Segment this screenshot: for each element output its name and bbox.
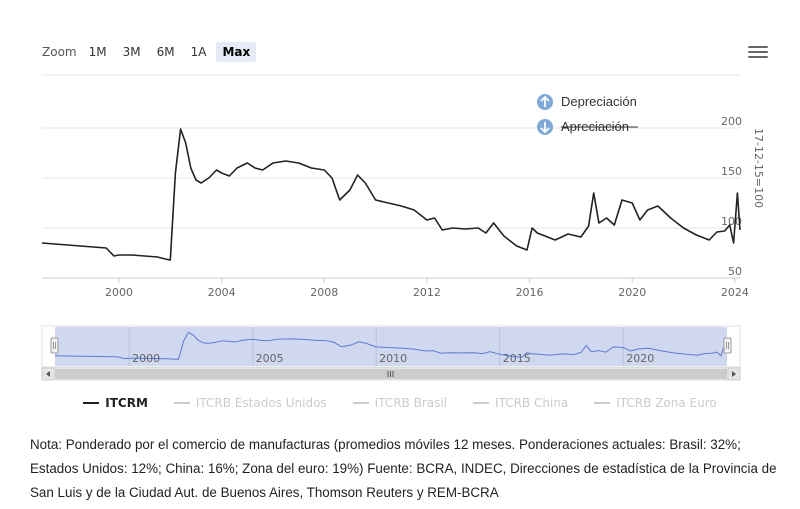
legend-item-itcrb-brasil[interactable]: ITCRB Brasil	[352, 396, 448, 410]
navigator-label: 2020	[626, 352, 654, 365]
zoom-1a-button[interactable]: 1A	[190, 45, 207, 59]
navigator-label: 2005	[256, 352, 284, 365]
x-axis: 2000 2004 2008 2012 2016 2020 2024	[42, 277, 749, 299]
footnote: Nota: Ponderado por el comercio de manuf…	[30, 437, 777, 500]
scrollbar-grip-icon	[387, 371, 394, 377]
navigator-right-handle[interactable]	[723, 337, 732, 354]
arrow-down-glyph	[540, 122, 550, 134]
x-tick-label: 2020	[618, 286, 646, 299]
annotation-depreciacion-label: Depreciación	[561, 94, 637, 109]
x-tick-label: 2000	[105, 286, 133, 299]
series-line-itcrm[interactable]	[41, 128, 741, 261]
x-tick-label: 2024	[721, 286, 749, 299]
legend: ITCRM ITCRB Estados Unidos ITCRB Brasil …	[0, 396, 800, 410]
navigator-left-handle[interactable]	[50, 337, 59, 354]
y-tick-label: 100	[721, 215, 742, 228]
legend-label: ITCRB Estados Unidos	[195, 396, 327, 410]
legend-item-itcrb-zona-euro[interactable]: ITCRB Zona Euro	[594, 396, 717, 410]
x-tick-label: 2012	[413, 286, 441, 299]
legend-item-itcrb-china[interactable]: ITCRB China	[473, 396, 568, 410]
y-tick-label: 50	[728, 265, 742, 278]
zoom-label: Zoom	[42, 45, 77, 59]
legend-label: ITCRB Brasil	[374, 396, 448, 410]
navigator-label: 2010	[379, 352, 407, 365]
chevron-right-icon	[732, 371, 736, 377]
legend-swatch	[352, 402, 369, 404]
annotation-depreciacion: Depreciación	[537, 94, 637, 110]
legend-swatch	[173, 402, 190, 404]
navigator[interactable]: 2000 2005 2010 2015 2020	[41, 325, 741, 368]
legend-swatch	[83, 402, 100, 404]
y-tick-label: 200	[721, 115, 742, 128]
navigator-label: 2015	[503, 352, 531, 365]
zoom-max-button[interactable]: Max	[216, 42, 257, 62]
legend-item-itcrm[interactable]: ITCRM	[83, 396, 148, 410]
zoom-selector: Zoom 1M 3M 6M 1A Max	[42, 41, 260, 63]
legend-label: ITCRM	[105, 396, 148, 410]
y-axis-label: 17-12-15=100	[752, 128, 765, 208]
legend-label: ITCRB Zona Euro	[616, 396, 717, 410]
legend-swatch	[594, 402, 611, 404]
legend-label: ITCRB China	[495, 396, 569, 410]
zoom-6m-button[interactable]: 6M	[156, 45, 175, 59]
chart-area: 50 100 150 200 17-12-15=100 2000 2004 2008 201…	[41, 74, 765, 381]
y-tick-label: 150	[721, 165, 742, 178]
zoom-3m-button[interactable]: 3M	[122, 45, 141, 59]
x-tick-label: 2016	[516, 286, 544, 299]
chevron-left-icon	[46, 371, 50, 377]
navigator-series-line	[54, 331, 728, 360]
zoom-1m-button[interactable]: 1M	[88, 45, 107, 59]
hamburger-menu-icon[interactable]	[748, 43, 768, 61]
x-tick-label: 2004	[208, 286, 236, 299]
annotation-apreciacion: Apreciación	[537, 119, 638, 135]
y-axis: 50 100 150 200	[721, 115, 742, 278]
arrow-up-glyph	[540, 95, 550, 107]
x-tick-label: 2008	[310, 286, 338, 299]
legend-swatch	[473, 402, 490, 404]
legend-item-itcrb-estados-unidos[interactable]: ITCRB Estados Unidos	[173, 396, 327, 410]
scrollbar[interactable]	[41, 367, 741, 381]
